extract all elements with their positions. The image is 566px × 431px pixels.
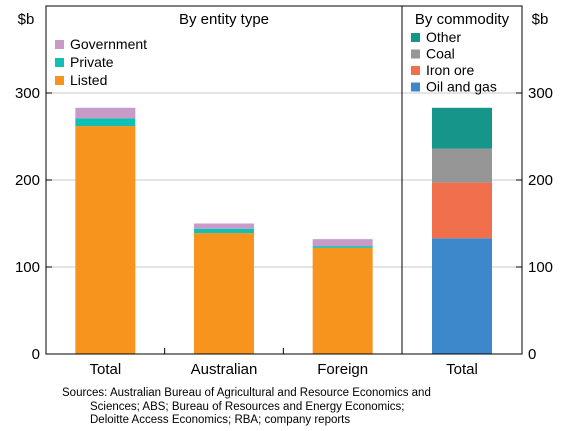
y-tick-label-right: 300 [528, 85, 553, 102]
bar-segment-listed [194, 233, 254, 354]
y-tick-label-left: 0 [32, 346, 40, 363]
legend-swatch [411, 49, 420, 59]
legend-swatch [411, 33, 420, 42]
y-unit-right: $b [532, 11, 549, 28]
bar-segment-oil-and-gas [432, 238, 492, 354]
bar-segment-listed [312, 247, 373, 354]
sources-line-3: Deloitte Access Economics; RBA; company … [90, 414, 351, 426]
bar-segment-government [194, 223, 254, 229]
legend-label: Other [426, 29, 461, 45]
legend-label: Coal [426, 46, 455, 62]
legend-swatch [55, 40, 64, 49]
bar-segment-listed [75, 126, 136, 354]
legend-swatch [411, 82, 420, 92]
chart-svg: 0 0 100 100 200 200 300 300 $b $b Total Australian F… [15, 5, 553, 378]
x-tick-label: Australian [191, 361, 258, 378]
legend-label: Private [70, 54, 114, 70]
bar-segment-private [312, 246, 373, 248]
x-tick-label: Total [89, 361, 121, 378]
y-tick-label-left: 200 [15, 172, 40, 189]
sources-line-1: Sources: Australian Bureau of Agricultur… [62, 387, 431, 399]
y-unit-left: $b [18, 11, 35, 28]
sources-line-2: Sciences; ABS; Bureau of Resources and E… [90, 400, 405, 413]
legend-label: Iron ore [426, 62, 474, 78]
legend-label: Listed [70, 72, 107, 88]
bar-segment-private [194, 228, 254, 234]
x-tick-label: Total [446, 361, 478, 378]
legend-swatch [411, 66, 420, 75]
legend-swatch [55, 76, 64, 85]
panel-title-entity: By entity type [179, 11, 269, 28]
plot-frame [45, 5, 523, 355]
x-tick-label: Foreign [317, 361, 368, 378]
y-tick-label-right: 200 [528, 172, 553, 189]
bar-segment-other [432, 107, 492, 149]
bar-segment-coal [432, 148, 492, 183]
sources-note: Sources: Australian Bureau of Agricultur… [0, 387, 566, 428]
y-tick-label-right: 100 [528, 259, 553, 276]
panel-title-commodity: By commodity [415, 11, 510, 28]
legend-swatch [55, 58, 64, 67]
bar-segment-government [312, 239, 373, 247]
y-tick-label-left: 100 [15, 259, 40, 276]
y-tick-label-left: 300 [15, 85, 40, 102]
legend-label: Oil and gas [426, 79, 497, 95]
y-tick-label-right: 0 [528, 346, 536, 363]
bar-segment-private [75, 118, 136, 127]
bar-segment-iron-ore [432, 182, 492, 239]
bar-segment-government [75, 107, 136, 119]
legend-label: Government [70, 36, 147, 52]
